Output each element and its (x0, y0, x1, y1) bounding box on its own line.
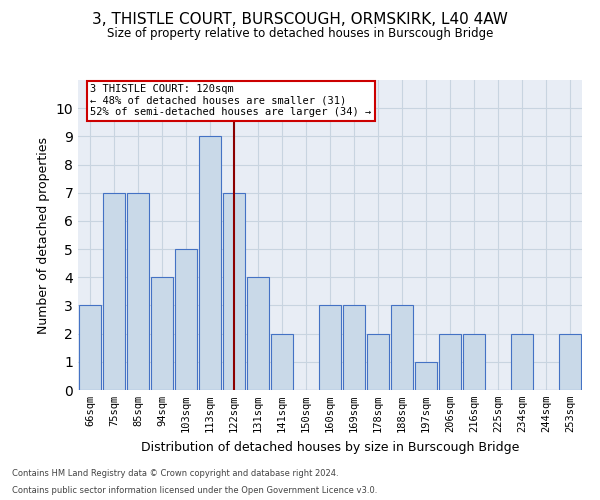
Bar (151, 278, 173, 390)
Bar (271, 334, 293, 390)
Bar (319, 306, 341, 390)
Bar (103, 192, 125, 390)
Bar (559, 334, 581, 390)
Bar (199, 136, 221, 390)
Bar (79, 306, 101, 390)
Bar (127, 192, 149, 390)
Bar (511, 334, 533, 390)
Text: Contains HM Land Registry data © Crown copyright and database right 2024.: Contains HM Land Registry data © Crown c… (12, 468, 338, 477)
Text: 3 THISTLE COURT: 120sqm
← 48% of detached houses are smaller (31)
52% of semi-de: 3 THISTLE COURT: 120sqm ← 48% of detache… (91, 84, 372, 117)
Bar (367, 334, 389, 390)
Text: 3, THISTLE COURT, BURSCOUGH, ORMSKIRK, L40 4AW: 3, THISTLE COURT, BURSCOUGH, ORMSKIRK, L… (92, 12, 508, 28)
Bar (439, 334, 461, 390)
Bar (343, 306, 365, 390)
Y-axis label: Number of detached properties: Number of detached properties (37, 136, 50, 334)
X-axis label: Distribution of detached houses by size in Burscough Bridge: Distribution of detached houses by size … (141, 440, 519, 454)
Bar (247, 278, 269, 390)
Text: Size of property relative to detached houses in Burscough Bridge: Size of property relative to detached ho… (107, 28, 493, 40)
Bar (463, 334, 485, 390)
Bar (223, 192, 245, 390)
Text: Contains public sector information licensed under the Open Government Licence v3: Contains public sector information licen… (12, 486, 377, 495)
Bar (175, 249, 197, 390)
Bar (415, 362, 437, 390)
Bar (391, 306, 413, 390)
